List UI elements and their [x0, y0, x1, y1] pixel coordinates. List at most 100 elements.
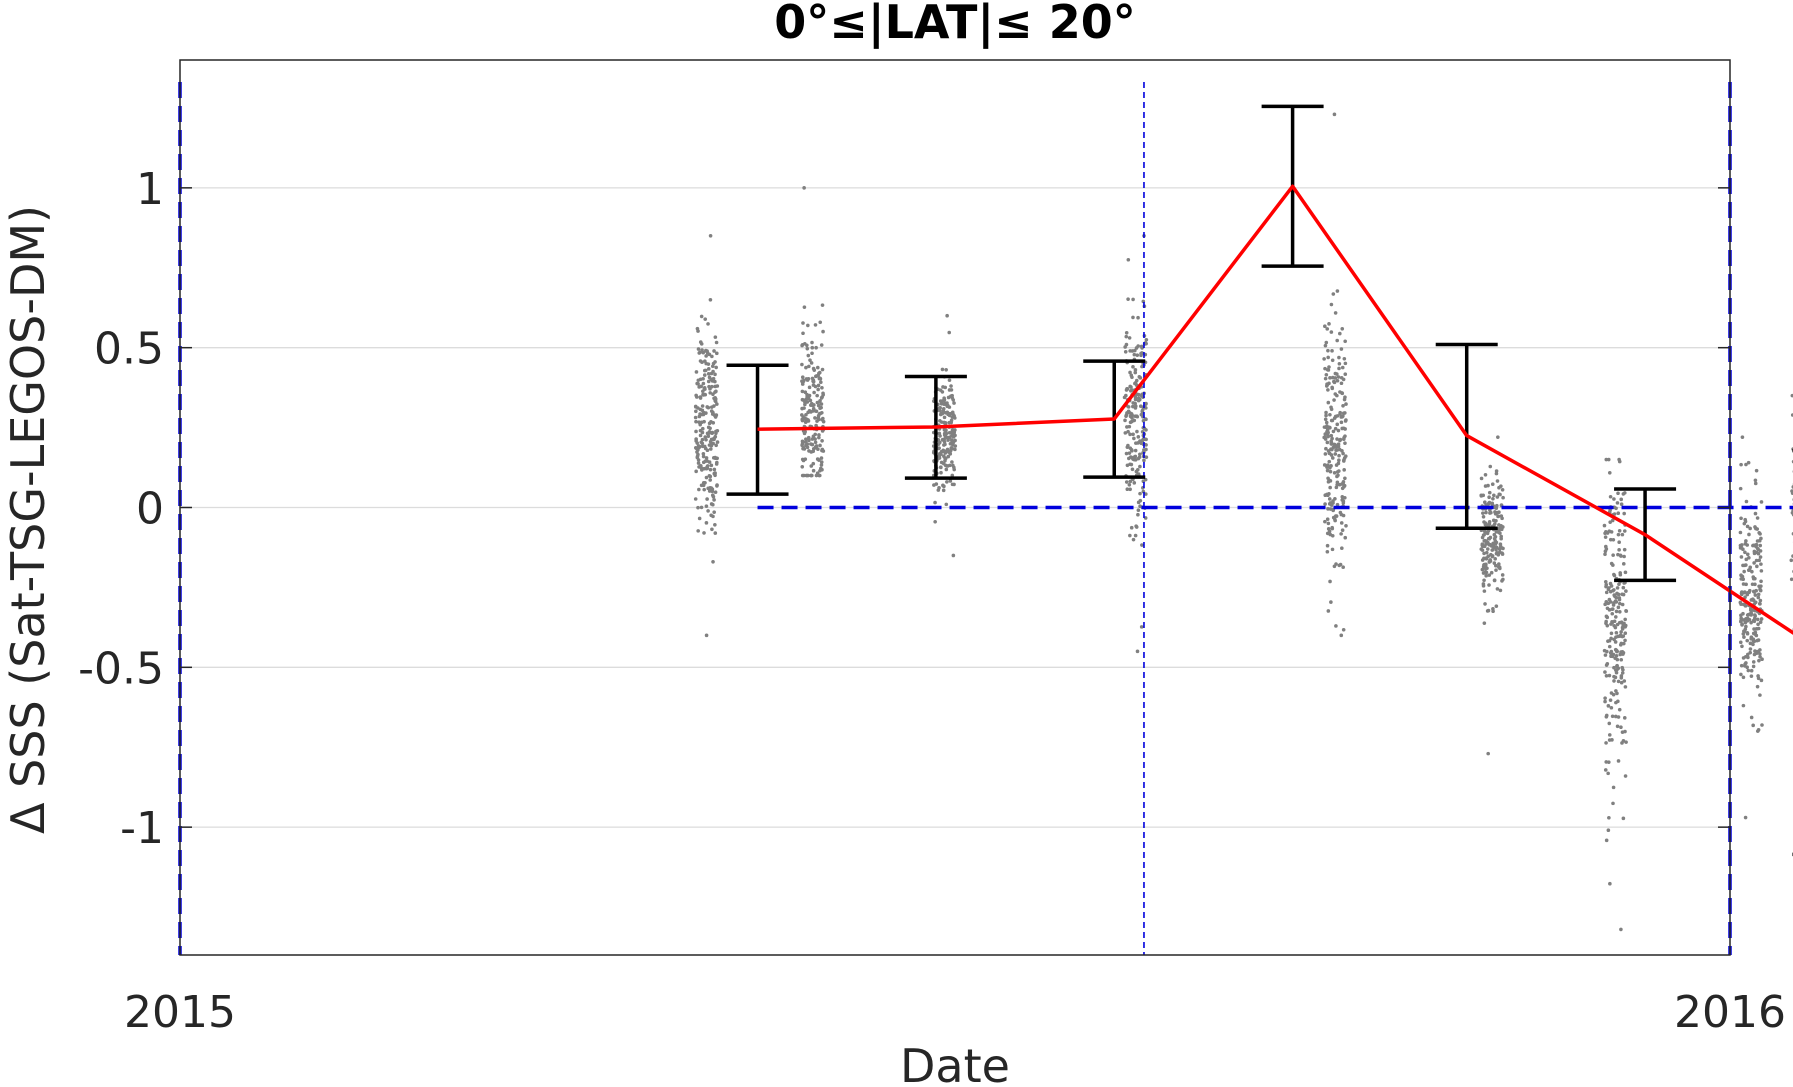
scatter-point [1144, 337, 1149, 342]
scatter-point [1609, 705, 1614, 710]
scatter-point [816, 373, 820, 378]
scatter-point [1602, 523, 1607, 528]
scatter-point [1606, 457, 1611, 462]
scatter-point [1616, 759, 1621, 763]
scatter-point [1335, 422, 1340, 427]
scatter-point [1327, 478, 1331, 483]
scatter-point [1327, 425, 1332, 430]
scatter-point [1492, 561, 1497, 565]
scatter-point [1498, 542, 1503, 546]
scatter-point [1490, 482, 1495, 487]
scatter-point [1344, 402, 1348, 406]
scatter-point [1131, 432, 1135, 437]
scatter-point [936, 488, 941, 492]
scatter-point [1343, 411, 1347, 415]
scatter-point [1134, 469, 1139, 474]
scatter-point [1754, 468, 1759, 473]
scatter-point [811, 406, 816, 411]
scatter-point [816, 383, 821, 388]
scatter-point [813, 440, 818, 445]
scatter-point [817, 435, 821, 440]
scatter-point [1325, 465, 1329, 469]
scatter-point [1755, 729, 1760, 733]
scatter-point [1126, 409, 1131, 414]
scatter-point [1619, 497, 1624, 502]
scatter-point [1124, 480, 1129, 484]
scatter-point [708, 391, 712, 395]
scatter-point [1325, 543, 1330, 548]
scatter-point [1623, 570, 1628, 575]
scatter-point [1492, 532, 1497, 537]
scatter-point [1749, 620, 1753, 625]
scatter-point [713, 384, 718, 389]
scatter-point [1343, 495, 1347, 500]
scatter-point [1138, 452, 1142, 457]
scatter-point [1125, 425, 1129, 429]
scatter-point [1753, 576, 1757, 581]
scatter-point [1136, 512, 1140, 517]
scatter-point [1739, 555, 1744, 559]
scatter-point [702, 531, 706, 535]
y-tick-label: 0.5 [94, 324, 164, 375]
scatter-point [1606, 639, 1610, 643]
scatter-point [1343, 339, 1347, 344]
scatter-point [810, 473, 814, 478]
scatter-point [1132, 352, 1137, 357]
scatter-point [706, 509, 710, 513]
scatter-point [945, 464, 950, 468]
scatter-point [1131, 315, 1135, 320]
scatter-point [1482, 578, 1486, 583]
scatter-point [1138, 376, 1143, 380]
scatter-point [945, 410, 950, 415]
scatter-point [709, 441, 714, 445]
scatter-point [1324, 372, 1329, 377]
scatter-point [1756, 674, 1760, 678]
scatter-point [1342, 435, 1346, 440]
scatter-point [1341, 404, 1345, 408]
scatter-point [812, 403, 816, 407]
scatter-point [1489, 570, 1494, 575]
scatter-point [1131, 365, 1135, 369]
scatter-point [1744, 462, 1748, 467]
series-polyline [757, 184, 1793, 635]
scatter-point [1608, 600, 1613, 604]
scatter-point [1618, 571, 1623, 575]
scatter-point [1326, 507, 1330, 511]
scatter-point [1756, 551, 1761, 556]
scatter-point [1603, 670, 1607, 674]
scatter-point [810, 351, 814, 356]
scatter-point [1496, 435, 1500, 439]
scatter-point [1752, 619, 1757, 624]
scatter-point [713, 490, 718, 494]
scatter-point [1746, 568, 1751, 572]
scatter-point [1611, 563, 1615, 567]
scatter-point [1738, 530, 1743, 535]
scatter-point [1326, 388, 1330, 392]
scatter-point [1739, 672, 1743, 677]
scatter-point [945, 313, 949, 318]
scatter-point [1758, 587, 1762, 592]
scatter-point [1619, 554, 1623, 558]
scatter-point [1487, 537, 1492, 541]
scatter-point [1331, 429, 1336, 434]
scatter-point [1140, 364, 1144, 369]
scatter-point [1739, 573, 1743, 578]
scatter-point [1758, 598, 1763, 603]
scatter-point [1749, 668, 1754, 673]
scatter-point [696, 347, 701, 351]
scatter-point [950, 473, 955, 478]
scatter-point [819, 460, 824, 464]
scatter-point [1611, 652, 1616, 657]
scatter-point [947, 420, 952, 425]
scatter-point [1742, 563, 1747, 568]
scatter-point [950, 410, 955, 415]
scatter-point [1332, 564, 1337, 569]
scatter-point [1495, 503, 1499, 508]
scatter-point [703, 368, 708, 373]
scatter-point [1497, 562, 1501, 566]
scatter-point [953, 438, 957, 443]
scatter-point [1483, 472, 1488, 477]
scatter-point [800, 343, 804, 348]
scatter-point [1619, 674, 1624, 678]
scatter-point [946, 395, 951, 400]
